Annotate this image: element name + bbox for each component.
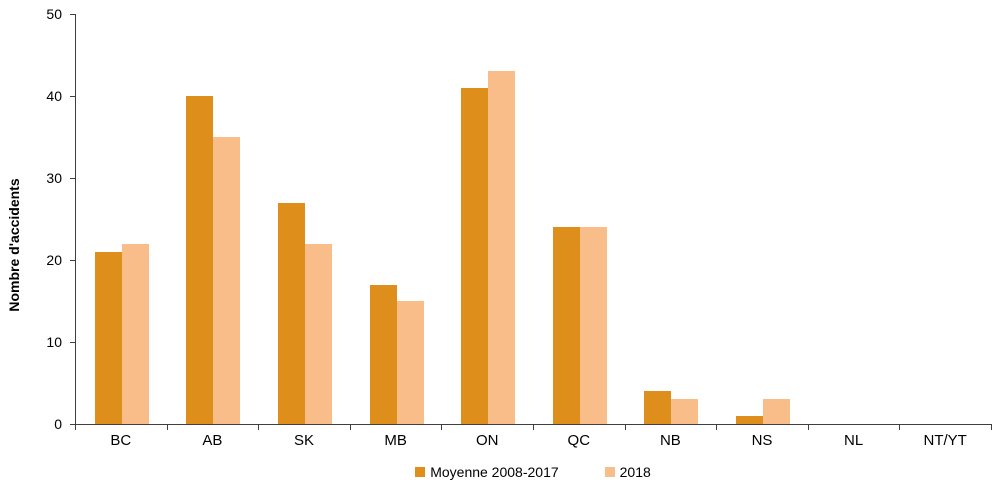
x-axis-category-label: BC [110,432,132,449]
bar-nb-series-1 [671,399,699,424]
bar-group-bc [76,14,168,424]
bar-on-series-1 [488,71,516,424]
bar-group-nb [626,14,718,424]
y-axis-tick-label: 50 [46,6,62,22]
y-axis-tick [70,177,75,179]
x-axis-tick [75,425,76,430]
x-axis-category-label: SK [293,432,314,449]
y-axis-tick [70,341,75,343]
y-axis-title: Nombre d'accidents [6,178,22,312]
legend-label: 2018 [619,464,651,480]
bar-group-ns [717,14,809,424]
plot-area [75,14,992,425]
y-axis-tick [70,95,75,97]
y-axis-tick [70,423,75,425]
x-axis-category-label: QC [567,432,591,449]
x-axis-tick [716,425,718,430]
x-axis-category-label: NT/YT [923,432,967,449]
bar-ns-series-0 [735,415,763,424]
y-axis-tick-label: 30 [46,170,62,186]
x-axis-tick [624,425,626,430]
x-axis-tick [166,425,168,430]
y-axis-tick [70,13,75,15]
x-axis-category-label: MB [384,432,407,449]
y-axis-tick-label: 0 [54,416,62,432]
x-axis-category-label: AB [202,432,223,449]
y-axis-tick [70,259,75,261]
bar-ab-series-1 [213,137,241,424]
bar-nb-series-0 [644,391,672,424]
legend-item-0: Moyenne 2008-2017 [415,464,559,480]
bar-group-nt-yt [900,14,992,424]
bar-group-sk [259,14,351,424]
x-axis-tick [899,425,901,430]
legend-item-1: 2018 [604,464,651,480]
bar-ns-series-1 [762,399,790,424]
x-axis-tick [441,425,443,430]
bar-sk-series-0 [277,202,305,424]
bar-bc-series-1 [121,243,149,424]
x-axis-tick [807,425,809,430]
bar-mb-series-1 [396,301,424,424]
y-axis-tick-label: 20 [46,252,62,268]
x-axis-tick [991,425,992,430]
bar-group-ab [168,14,260,424]
bar-group-qc [534,14,626,424]
x-axis-category-label: NB [659,432,681,449]
bar-on-series-0 [461,87,489,424]
x-axis-category-label: NL [844,432,864,449]
bar-ab-series-0 [186,96,214,424]
bar-bc-series-0 [94,251,122,424]
bar-group-nl [809,14,901,424]
x-axis-tick [533,425,534,430]
x-axis-tick [258,425,260,430]
legend-swatch-icon [604,467,615,477]
y-axis-tick-label: 10 [46,334,62,350]
y-axis-tick-label: 40 [46,88,62,104]
bar-mb-series-0 [369,284,397,424]
chart-legend: Moyenne 2008-2017 2018 [75,464,991,480]
bar-group-mb [351,14,443,424]
bar-group-on [442,14,534,424]
x-axis-tick [349,425,351,430]
bar-qc-series-1 [579,227,607,424]
bar-qc-series-0 [552,227,580,424]
legend-label: Moyenne 2008-2017 [430,464,559,480]
legend-swatch-icon [415,467,426,477]
x-axis-category-label: ON [475,432,499,449]
bar-sk-series-1 [304,243,332,424]
x-axis-category-label: NS [751,432,773,449]
